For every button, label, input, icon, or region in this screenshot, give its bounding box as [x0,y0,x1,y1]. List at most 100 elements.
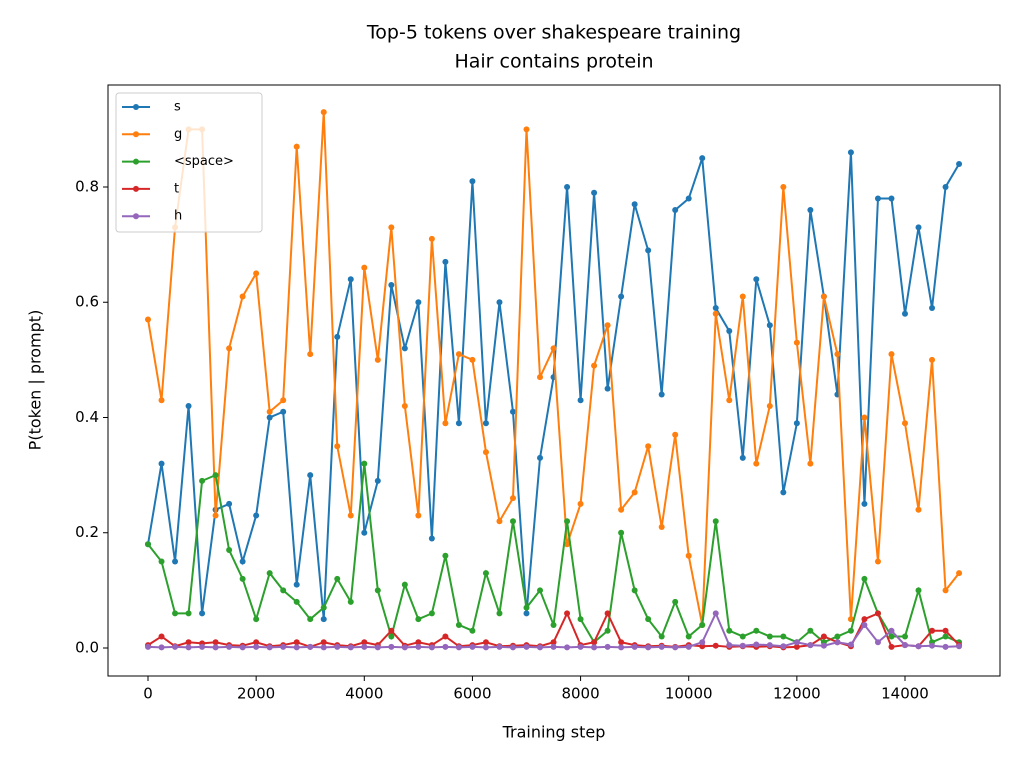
point [442,633,449,640]
x-tick-label: 14000 [881,685,929,703]
x-axis-label: Training step [502,723,606,742]
point [537,454,544,461]
point [793,339,800,346]
point [956,570,963,577]
point [712,518,719,525]
point [861,575,868,582]
point [185,610,192,617]
point [780,643,787,650]
y-tick-label: 0.6 [75,293,99,311]
point [780,633,787,640]
point [726,397,733,404]
point [753,641,760,648]
point [807,460,814,467]
point [942,633,949,640]
point [455,351,462,358]
point [807,207,814,214]
point [293,639,300,646]
point [334,575,341,582]
point [374,356,381,363]
point [496,518,503,525]
point [388,633,395,640]
point [888,627,895,634]
point [239,644,246,651]
point [861,621,868,628]
point [739,454,746,461]
legend-label: h [174,209,182,224]
legend-label: t [174,181,179,196]
point [239,293,246,300]
point [239,575,246,582]
point [685,195,692,202]
point [320,616,327,623]
point [212,472,219,479]
point [847,627,854,634]
point [253,512,260,519]
point [658,391,665,398]
point [293,644,300,651]
point [523,604,530,611]
x-tick-label: 8000 [561,685,599,703]
point [523,126,530,133]
point [212,639,219,646]
point [415,643,422,650]
point [820,293,827,300]
y-tick-label: 0.8 [75,177,99,195]
point [145,643,152,650]
point [347,644,354,651]
point [645,443,652,450]
point [401,581,408,588]
point [618,293,625,300]
point [212,644,219,651]
point [712,310,719,317]
point [253,270,260,277]
point [550,639,557,646]
point [509,495,516,502]
point [672,431,679,438]
point [901,420,908,427]
point [820,642,827,649]
point [834,351,841,358]
point [347,276,354,283]
point [199,610,206,617]
point [185,639,192,646]
point [266,408,273,415]
point [618,639,625,646]
point [482,639,489,646]
point [226,547,233,554]
point [834,639,841,646]
point [753,276,760,283]
point [861,414,868,421]
point [361,639,368,646]
legend-label: g [174,127,182,142]
point [415,639,422,646]
point [158,460,165,467]
point [280,408,287,415]
point [699,639,706,646]
point [726,642,733,649]
point [537,587,544,594]
legend-marker [133,131,139,138]
point [861,500,868,507]
point [523,643,530,650]
point [509,408,516,415]
point [564,610,571,617]
point [469,627,476,634]
x-tick-label: 10000 [665,685,713,703]
point [469,643,476,650]
point [658,523,665,530]
point [388,627,395,634]
point [428,535,435,542]
point [334,643,341,650]
point [888,643,895,650]
point [766,633,773,640]
point [807,627,814,634]
point [577,397,584,404]
point [455,621,462,628]
point [199,643,206,650]
y-tick-label: 0.4 [75,408,99,426]
x-tick-label: 12000 [773,685,821,703]
y-tick-label: 0.0 [75,638,99,656]
point [442,420,449,427]
